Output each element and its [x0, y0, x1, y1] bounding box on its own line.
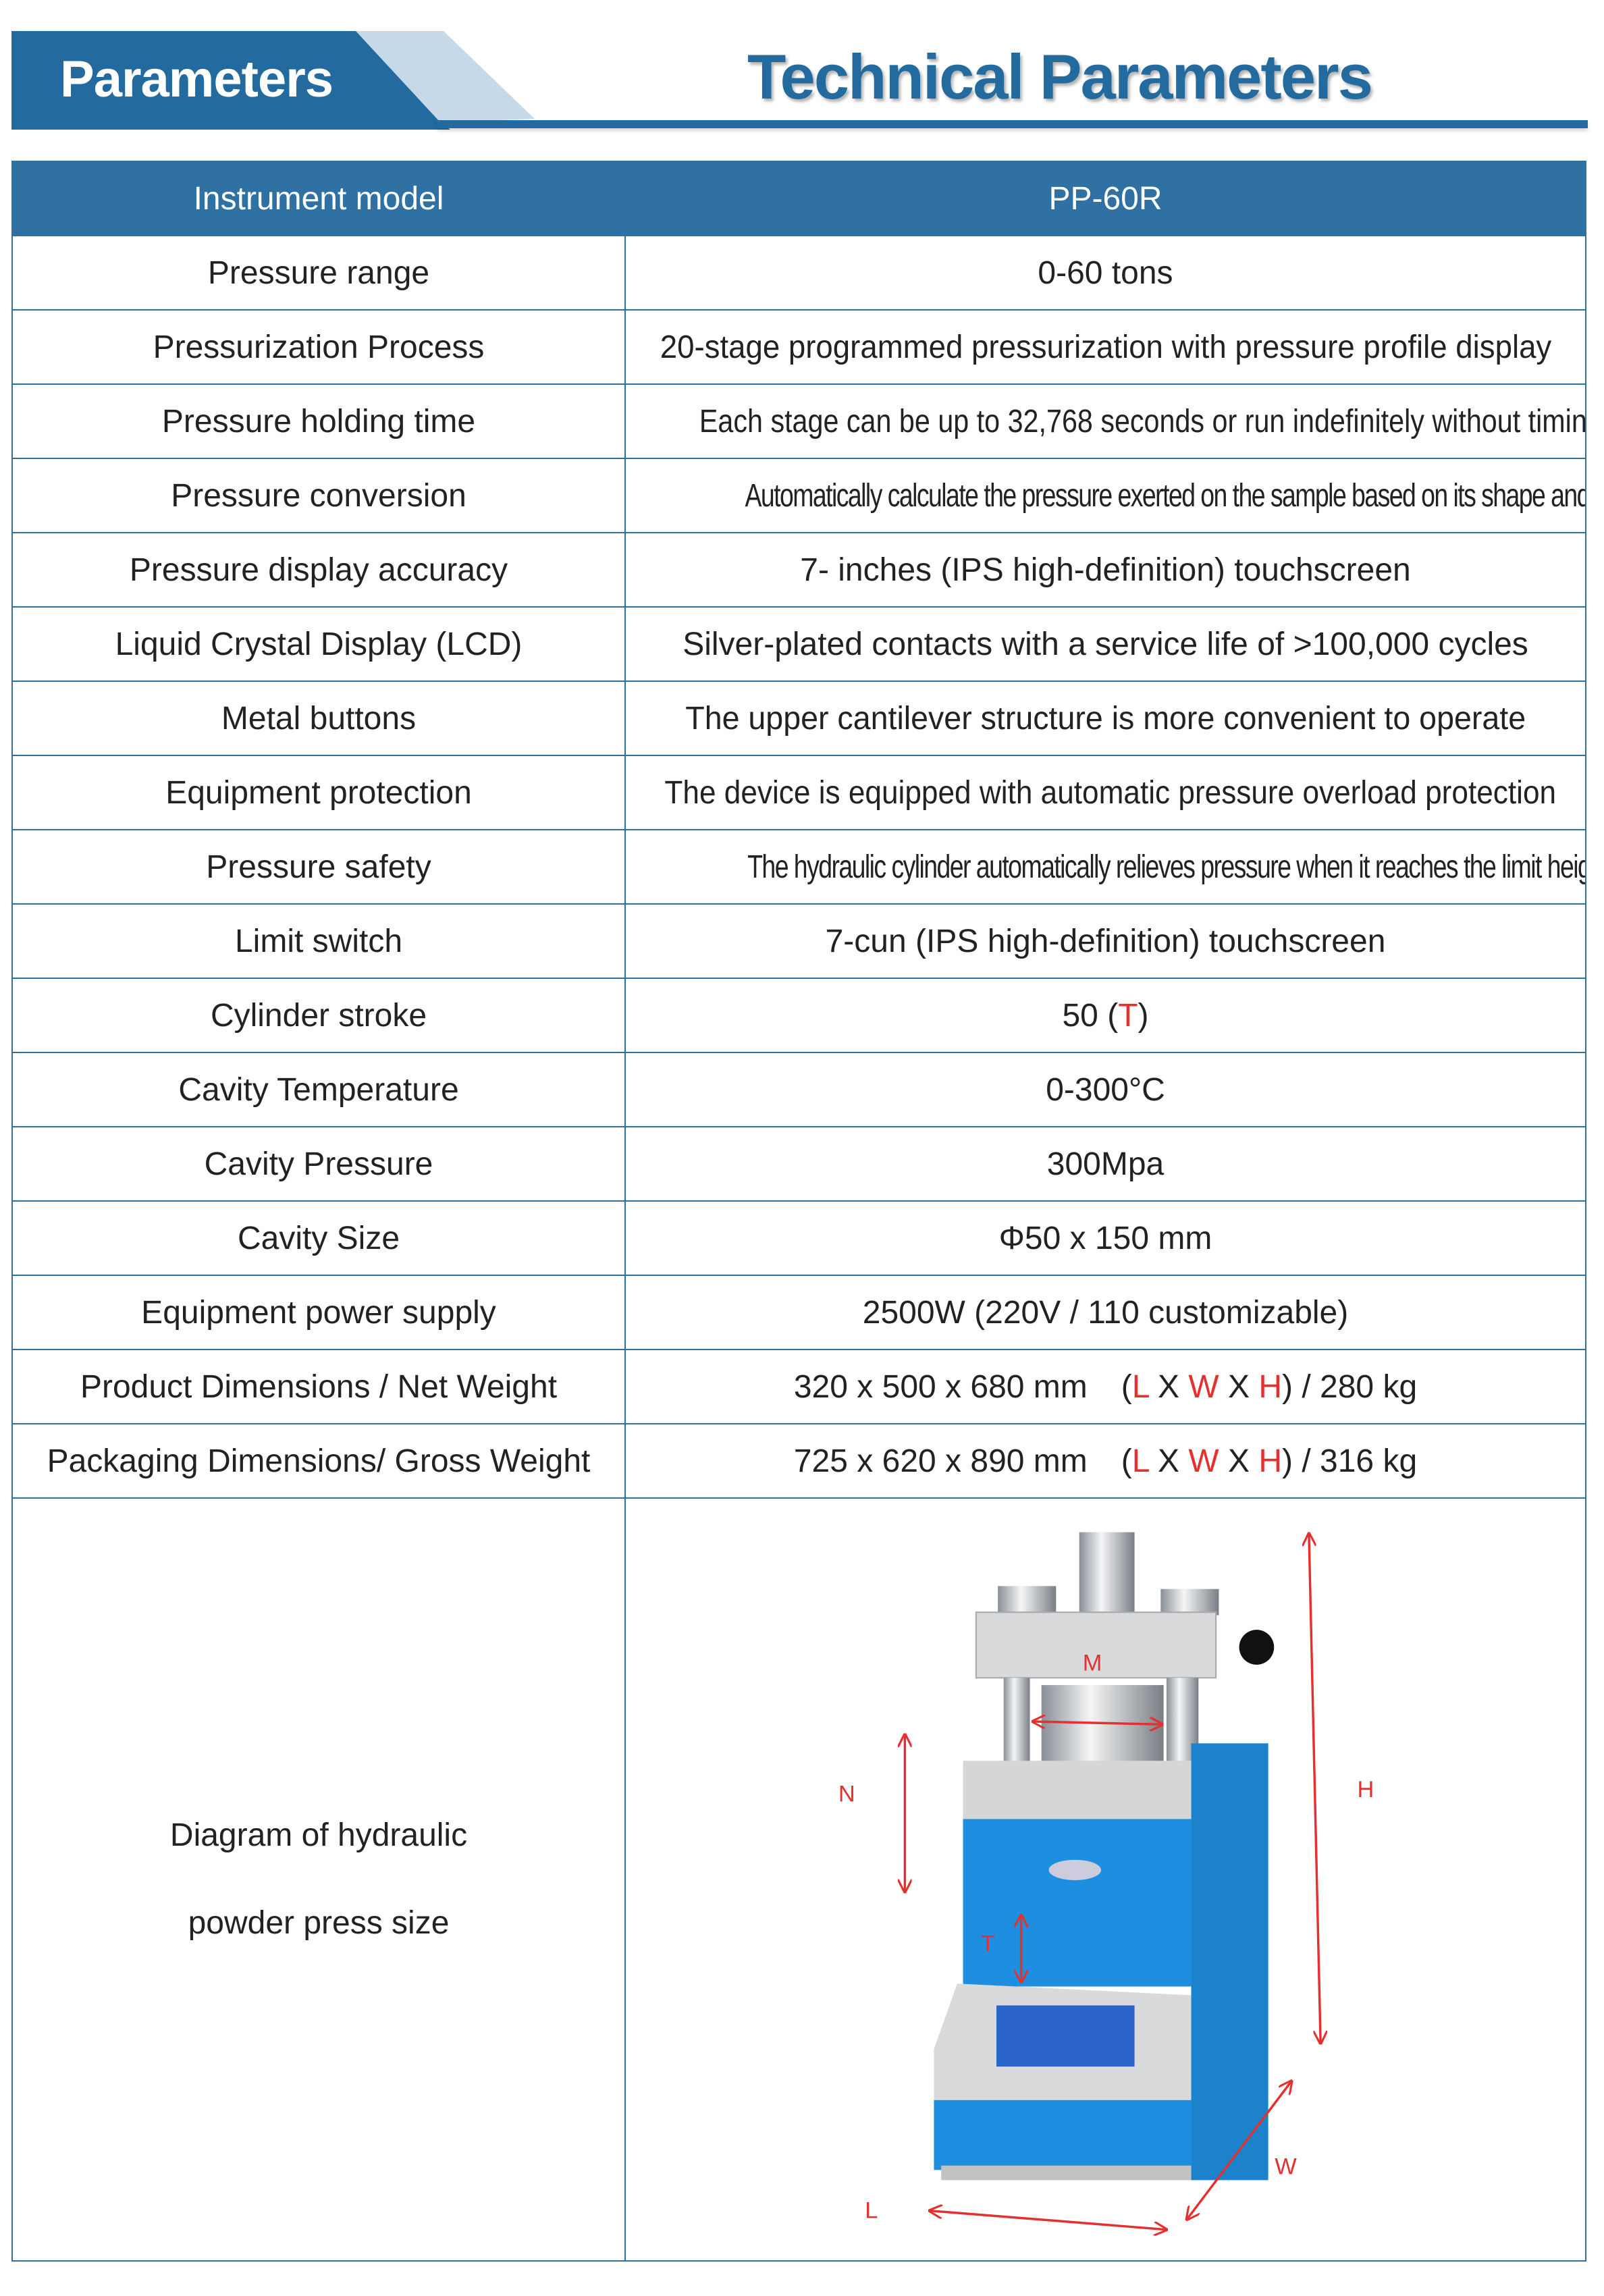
table-row-diagram: Diagram of hydraulic powder press size: [11, 1497, 1586, 2262]
value-text: Automatically calculate the pressure exe…: [745, 477, 1586, 514]
table-row: Pressure safety The hydraulic cylinder au…: [11, 829, 1586, 905]
dim-l: L: [1131, 1368, 1149, 1405]
table-row: Pressure conversion Automatically calcula…: [11, 458, 1586, 533]
param-value: 300Mpa: [624, 1126, 1586, 1202]
param-value: 0-300°C: [624, 1052, 1586, 1127]
param-value: Φ50 x 150 mm: [624, 1200, 1586, 1276]
param-value: Each stage can be up to 32,768 seconds o…: [624, 383, 1586, 459]
section-banner: Parameters Technical Parameters: [11, 31, 1588, 130]
param-name: Cavity Temperature: [11, 1052, 626, 1127]
stroke-letter: T: [1118, 997, 1138, 1034]
param-value: 20-stage programmed pressurization with …: [624, 309, 1586, 385]
value-text: The hydraulic cylinder automatically rel…: [747, 849, 1586, 885]
table-row: Product Dimensions / Net Weight 320 x 50…: [11, 1349, 1586, 1424]
dim-x: X: [1148, 1368, 1189, 1405]
table-row: Pressurization Process 20-stage programme…: [11, 309, 1586, 385]
param-value: 7- inches (IPS high-definition) touchscr…: [624, 532, 1586, 608]
param-value: The upper cantilever structure is more c…: [624, 680, 1586, 756]
dim-w: W: [1188, 1443, 1219, 1479]
label-t: T: [981, 1931, 995, 1957]
param-value: 2500W (220V / 110 customizable): [624, 1275, 1586, 1350]
dim-open: (: [1121, 1368, 1132, 1405]
dim-l: L: [1131, 1443, 1149, 1479]
header-cell: PP-60R: [624, 161, 1586, 236]
param-value: 320 x 500 x 680 mm (L X W X H) / 280 kg: [624, 1349, 1586, 1424]
table-row: Liquid Crystal Display (LCD) Silver-plate…: [11, 606, 1586, 682]
table-row: Limit switch 7-cun (IPS high-definition) …: [11, 903, 1586, 979]
param-name: Pressure safety: [11, 829, 626, 905]
dim-weight: ) / 316 kg: [1282, 1443, 1418, 1479]
label-h: H: [1357, 1777, 1374, 1803]
param-value: Automatically calculate the pressure exe…: [624, 458, 1586, 533]
param-name: Cavity Size: [11, 1200, 626, 1276]
table-row: Cavity Pressure 300Mpa: [11, 1126, 1586, 1202]
header-cell: Instrument model: [11, 161, 626, 236]
table-row: Cylinder stroke 50 (T): [11, 978, 1586, 1053]
table-row: Cavity Size Φ50 x 150 mm: [11, 1200, 1586, 1276]
param-name: Product Dimensions / Net Weight: [11, 1349, 626, 1424]
dim-h: H: [1258, 1368, 1283, 1405]
param-name: Pressure range: [11, 235, 626, 311]
label-n: N: [838, 1782, 855, 1807]
parameters-table: Instrument model PP-60R Pressure range 0-…: [11, 161, 1586, 2262]
dim-open: (: [1121, 1443, 1132, 1479]
param-value: 0-60 tons: [624, 235, 1586, 311]
table-row: Packaging Dimensions/ Gross Weight 725 x…: [11, 1423, 1586, 1499]
table-row: Equipment protection The device is equipp…: [11, 755, 1586, 830]
table-row: Pressure range 0-60 tons: [11, 235, 1586, 311]
param-name: Pressure holding time: [11, 383, 626, 459]
dim-x: X: [1219, 1368, 1259, 1405]
param-value: 7-cun (IPS high-definition) touchscreen: [624, 903, 1586, 979]
table-row: Cavity Temperature 0-300°C: [11, 1052, 1586, 1127]
param-name: Diagram of hydraulic powder press size: [11, 1497, 626, 2262]
label-m: M: [1083, 1650, 1102, 1676]
param-name: Equipment protection: [11, 755, 626, 830]
press-diagram: M N H T W L: [624, 1497, 1586, 2262]
table-row: Metal buttons The upper cantilever struct…: [11, 680, 1586, 756]
param-value: 50 (T): [624, 978, 1586, 1053]
dim-x: X: [1148, 1443, 1189, 1479]
param-name: Cylinder stroke: [11, 978, 626, 1053]
tab-label: Parameters: [60, 51, 333, 108]
param-value: 725 x 620 x 890 mm (L X W X H) / 316 kg: [624, 1423, 1586, 1499]
param-name: Limit switch: [11, 903, 626, 979]
param-value: The hydraulic cylinder automatically rel…: [624, 829, 1586, 905]
param-name: Liquid Crystal Display (LCD): [11, 606, 626, 682]
dim-weight: ) / 280 kg: [1282, 1368, 1418, 1405]
dim-w: W: [1188, 1368, 1219, 1405]
value-text: The device is equipped with automatic pr…: [664, 774, 1557, 811]
dim-size: 725 x 620 x 890 mm: [793, 1443, 1088, 1479]
param-value: The device is equipped with automatic pr…: [624, 755, 1586, 830]
press-illustration: M N H T W L: [838, 1499, 1374, 2260]
label-l: L: [865, 2197, 878, 2223]
param-name: Pressurization Process: [11, 309, 626, 385]
table-row: Pressure display accuracy 7- inches (IPS …: [11, 532, 1586, 608]
diagram-label-line1: Diagram of hydraulic: [169, 1817, 468, 1853]
dim-size: 320 x 500 x 680 mm: [793, 1368, 1088, 1405]
param-name: Equipment power supply: [11, 1275, 626, 1350]
table-row: Equipment power supply 2500W (220V / 110 …: [11, 1275, 1586, 1350]
value-text: 20-stage programmed pressurization with …: [660, 329, 1551, 365]
param-name: Packaging Dimensions/ Gross Weight: [11, 1423, 626, 1499]
param-name: Pressure display accuracy: [11, 532, 626, 608]
param-value: Silver-plated contacts with a service li…: [624, 606, 1586, 682]
dimension-arrows: [905, 1534, 1320, 2230]
stroke-close: ): [1138, 997, 1149, 1034]
value-text: The upper cantilever structure is more c…: [685, 700, 1526, 737]
machine: [934, 1532, 1275, 2181]
param-name: Cavity Pressure: [11, 1126, 626, 1202]
dim-h: H: [1258, 1443, 1283, 1479]
table-row: Pressure holding time Each stage can be u…: [11, 383, 1586, 459]
label-w: W: [1275, 2154, 1297, 2180]
page-title: Technical Parameters: [747, 41, 1373, 112]
stroke-value: 50 (: [1062, 997, 1119, 1034]
diagram-label-line2: powder press size: [188, 1905, 450, 1941]
banner-rule: [437, 120, 1588, 128]
param-name: Pressure conversion: [11, 458, 626, 533]
dim-x: X: [1219, 1443, 1259, 1479]
param-name: Metal buttons: [11, 680, 626, 756]
table-header-row: Instrument model PP-60R: [11, 161, 1586, 236]
value-text: Each stage can be up to 32,768 seconds o…: [699, 403, 1586, 439]
